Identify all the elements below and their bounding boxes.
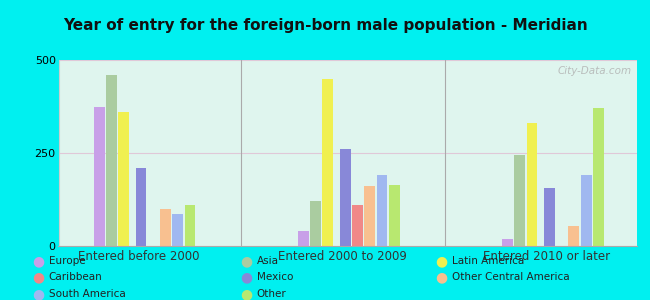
Text: Other Central America: Other Central America bbox=[452, 272, 569, 283]
Bar bbox=[322, 79, 333, 246]
Bar bbox=[106, 75, 117, 246]
Text: Mexico: Mexico bbox=[257, 272, 293, 283]
Text: South America: South America bbox=[49, 289, 125, 299]
Bar bbox=[389, 184, 400, 246]
Text: Asia: Asia bbox=[257, 256, 279, 266]
Bar bbox=[569, 226, 579, 246]
Bar bbox=[185, 205, 196, 246]
Bar bbox=[160, 209, 171, 246]
Text: City-Data.com: City-Data.com bbox=[557, 66, 631, 76]
Text: Latin America: Latin America bbox=[452, 256, 524, 266]
Text: ●: ● bbox=[240, 271, 253, 284]
Bar bbox=[136, 168, 146, 246]
Bar bbox=[514, 155, 525, 246]
Text: Europe: Europe bbox=[49, 256, 85, 266]
Bar bbox=[364, 187, 375, 246]
Bar bbox=[298, 231, 309, 246]
Text: ●: ● bbox=[240, 287, 253, 300]
Text: ●: ● bbox=[436, 254, 448, 268]
Bar bbox=[352, 205, 363, 246]
Text: ●: ● bbox=[436, 271, 448, 284]
Text: Year of entry for the foreign-born male population - Meridian: Year of entry for the foreign-born male … bbox=[62, 18, 588, 33]
Bar bbox=[340, 149, 350, 246]
Bar bbox=[172, 214, 183, 246]
Text: ●: ● bbox=[240, 254, 253, 268]
Text: ●: ● bbox=[32, 254, 45, 268]
Bar bbox=[593, 108, 604, 246]
Bar bbox=[94, 106, 105, 246]
Bar bbox=[310, 201, 321, 246]
Bar bbox=[376, 175, 387, 246]
Text: ●: ● bbox=[32, 287, 45, 300]
Text: Other: Other bbox=[257, 289, 287, 299]
Bar bbox=[502, 238, 513, 246]
Text: Caribbean: Caribbean bbox=[49, 272, 103, 283]
Text: ●: ● bbox=[32, 271, 45, 284]
Bar bbox=[118, 112, 129, 246]
Bar bbox=[544, 188, 554, 246]
Bar bbox=[526, 123, 538, 246]
Bar bbox=[580, 175, 592, 246]
